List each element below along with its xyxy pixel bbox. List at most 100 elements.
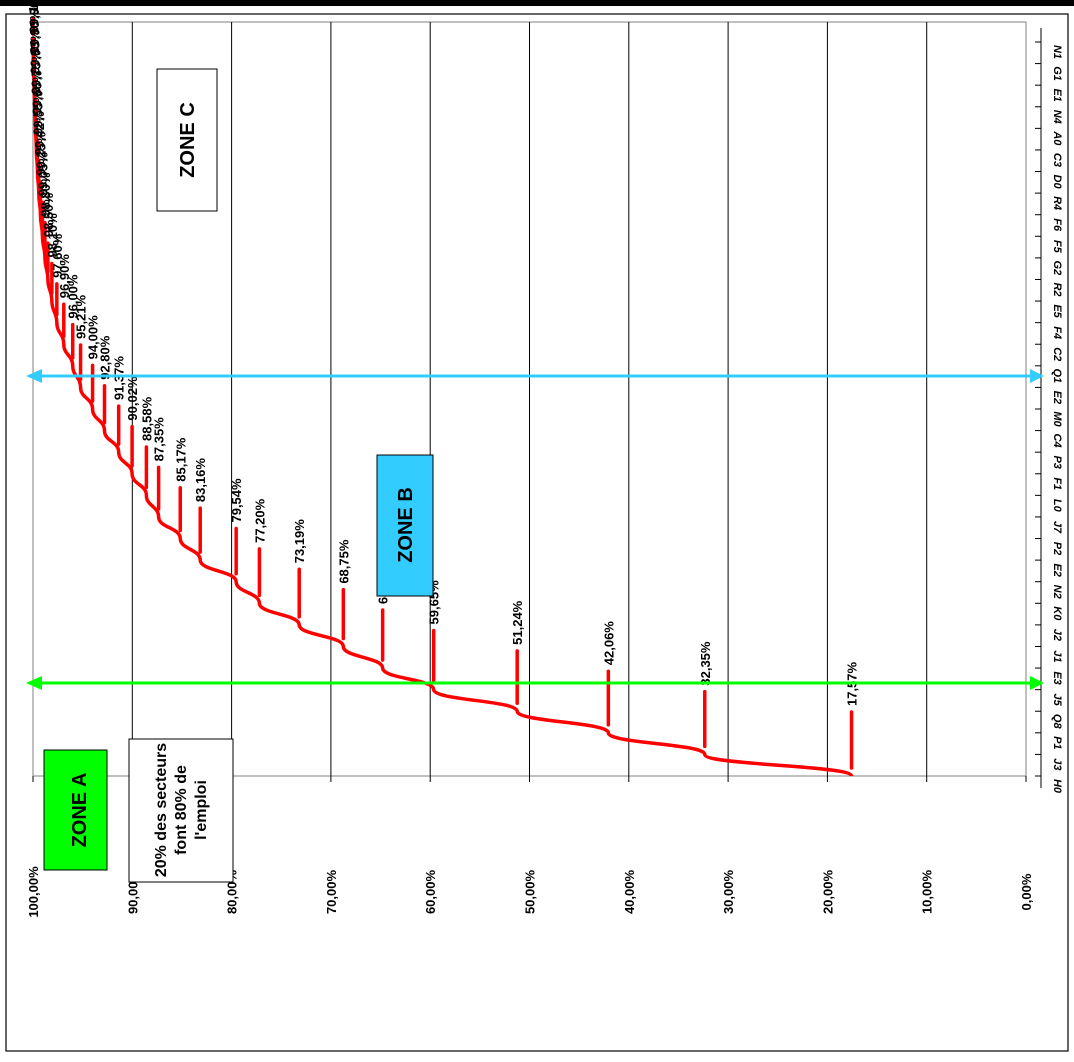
green-boundary-arrow-head-right xyxy=(1030,676,1044,690)
category-label: F4 xyxy=(1051,326,1063,339)
curve-layer xyxy=(31,41,854,778)
top-border xyxy=(0,0,1074,6)
category-label: M0 xyxy=(1051,411,1063,427)
category-label: L0 xyxy=(1051,499,1063,513)
data-label: 87,35% xyxy=(152,417,167,462)
category-label: R4 xyxy=(1051,196,1063,210)
category-label: J5 xyxy=(1051,694,1063,707)
category-label: P3 xyxy=(1051,455,1063,468)
category-label: F1 xyxy=(1051,477,1063,490)
category-label: J2 xyxy=(1051,629,1063,641)
data-label: 73,19% xyxy=(292,519,307,564)
data-label: 96,90% xyxy=(57,254,72,299)
data-label: 98,10% xyxy=(45,213,60,258)
data-label: 42,06% xyxy=(601,621,616,666)
category-label: H0 xyxy=(1051,779,1063,794)
category-label: J7 xyxy=(1051,521,1063,534)
zone-a-box xyxy=(43,749,108,871)
green-boundary-arrow-head-left xyxy=(26,676,42,690)
data-label: 68,75% xyxy=(336,539,351,584)
data-label: 96,00% xyxy=(66,274,81,319)
data-label: 99,25% xyxy=(33,131,48,176)
annotation-box xyxy=(128,738,234,883)
data-label: 99,90% xyxy=(27,9,42,54)
category-label: F6 xyxy=(1051,218,1063,232)
zones: ZONE A ZONE B ZONE C 20% des secteurs fon… xyxy=(43,68,434,883)
data-label: 92,80% xyxy=(97,335,112,380)
category-label: E2 xyxy=(1051,391,1063,404)
category-label: P1 xyxy=(1051,736,1063,749)
zone-boundaries xyxy=(26,369,1044,690)
category-label: E2 xyxy=(1051,563,1063,576)
category-label: E3 xyxy=(1051,671,1063,684)
category-label: A0 xyxy=(1051,130,1063,146)
zone-a-label: ZONE A xyxy=(69,773,91,848)
data-label: 51,24% xyxy=(510,600,525,645)
data-label: 94,00% xyxy=(86,315,101,360)
data-label: 99,75% xyxy=(28,50,43,95)
tick-label: 20,00% xyxy=(820,870,835,915)
category-label: C4 xyxy=(1051,434,1063,448)
category-label: G2 xyxy=(1051,261,1063,276)
data-label: 99,83% xyxy=(28,29,43,74)
category-label: R2 xyxy=(1051,282,1063,296)
category-label: N4 xyxy=(1051,110,1063,124)
data-label: 83,16% xyxy=(193,458,208,503)
tick-label: 100,00% xyxy=(26,866,41,918)
gridlines xyxy=(131,22,928,776)
tick-label: 10,00% xyxy=(920,870,935,915)
data-label: 79,54% xyxy=(229,478,244,523)
category-label: J1 xyxy=(1051,650,1063,662)
zone-b-box xyxy=(376,454,434,597)
category-label: K0 xyxy=(1051,606,1063,621)
data-label: 98,50% xyxy=(41,193,56,238)
data-label: 91,37% xyxy=(112,356,127,401)
data-label: 95,21% xyxy=(74,294,89,339)
data-label: 99,05% xyxy=(35,152,50,197)
category-label: E1 xyxy=(1051,88,1063,101)
category-label: D0 xyxy=(1051,174,1063,189)
data-label: 98,80% xyxy=(38,172,53,217)
category-label: C3 xyxy=(1051,153,1063,167)
data-label: 32,35% xyxy=(698,641,713,686)
category-label: N1 xyxy=(1051,45,1063,59)
cumulative-curve xyxy=(31,41,854,778)
drop-lines xyxy=(31,17,854,770)
data-label: 99,55% xyxy=(30,91,45,136)
data-label: 77,20% xyxy=(252,498,267,543)
data-label: 97,60% xyxy=(50,233,65,278)
category-label: Q1 xyxy=(1051,368,1063,383)
tick-label: 50,00% xyxy=(523,870,538,915)
tick-label: 0,00% xyxy=(1019,873,1034,910)
tick-label: 30,00% xyxy=(721,870,736,915)
zone-c-label: ZONE C xyxy=(177,102,199,178)
data-label: 85,17% xyxy=(173,437,188,482)
tick-label: 60,00% xyxy=(423,870,438,915)
tick-label: 40,00% xyxy=(622,870,637,915)
annotation-line: font 80% de xyxy=(173,765,190,855)
data-label: 90,02% xyxy=(125,376,140,421)
data-label: 88,58% xyxy=(139,396,154,441)
category-label: Q8 xyxy=(1051,714,1063,730)
zone-c-box xyxy=(156,68,218,212)
category-label: J3 xyxy=(1051,758,1063,770)
tick-label: 70,00% xyxy=(324,870,339,915)
outer-frame xyxy=(5,13,1069,1052)
data-label: 100,00% xyxy=(26,0,41,13)
category-label: N2 xyxy=(1051,585,1063,599)
annotation-line: 20% des secteurs xyxy=(153,743,170,877)
data-label: 99,96% xyxy=(26,0,41,33)
category-label: P2 xyxy=(1051,542,1063,555)
category-label: G1 xyxy=(1051,66,1063,81)
annotation-line: l'emploi xyxy=(193,780,210,840)
data-labels: 17,57%32,35%42,06%51,24%59,65%64,79%68,7… xyxy=(26,0,860,706)
zone-b-label: ZONE B xyxy=(395,487,417,563)
data-label: 99,66% xyxy=(29,70,44,115)
blue-boundary-arrow-head-right xyxy=(1030,369,1044,383)
category-label: E5 xyxy=(1051,304,1063,318)
annotation-text: 20% des secteurs font 80% de l'emploi xyxy=(153,743,210,877)
data-label: 99,42% xyxy=(32,111,47,156)
axes: 0,00% 10,00% 20,00% 30,00% 40,00% 50,00% 60,00… xyxy=(26,28,1063,918)
